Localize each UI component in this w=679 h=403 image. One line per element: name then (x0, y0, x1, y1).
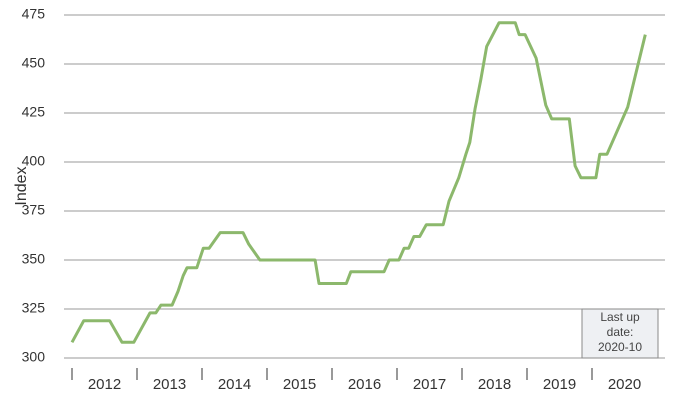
y-tick-label: 300 (22, 349, 46, 365)
data-line (70, 21, 647, 344)
y-tick-label: 350 (22, 251, 46, 267)
x-tick-label: 2013 (153, 376, 186, 393)
x-tick-label: 2018 (478, 376, 511, 393)
y-tick-label: 375 (22, 202, 46, 218)
x-tick-label: 2016 (348, 376, 381, 393)
annotation-text: 2020-10 (598, 340, 642, 354)
x-tick-label: 2015 (283, 376, 316, 393)
x-tick-label: 2019 (543, 376, 576, 393)
annotation-text: Last up (600, 310, 640, 324)
x-tick-label: 2014 (218, 376, 251, 393)
x-tick-label: 2020 (608, 376, 641, 393)
y-tick-label: 425 (22, 104, 46, 120)
y-tick-label: 475 (22, 6, 46, 22)
y-tick-label: 450 (22, 55, 46, 71)
x-tick-label: 2012 (88, 376, 121, 393)
x-tick-label: 2017 (413, 376, 446, 393)
y-tick-label: 325 (22, 300, 46, 316)
y-tick-label: 400 (22, 153, 46, 169)
annotation-text: date: (607, 325, 634, 339)
annotation-frame (581, 308, 659, 359)
y-axis-label: Index (13, 166, 30, 205)
